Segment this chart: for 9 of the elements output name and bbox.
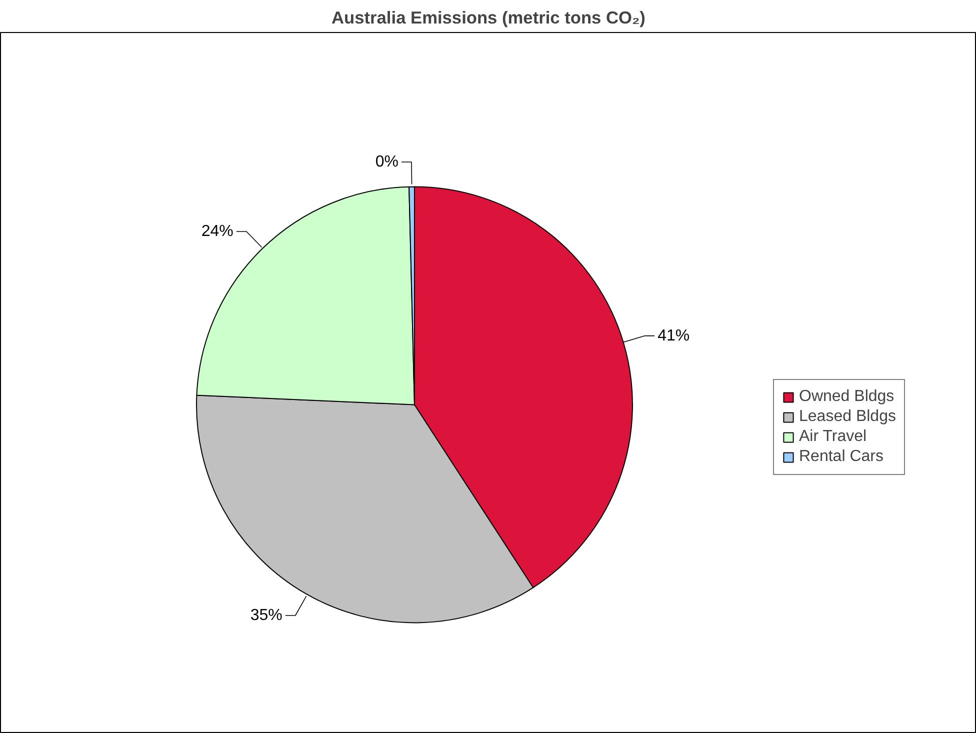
chart-title: Australia Emissions (metric tons CO₂) [332,8,646,28]
data-label: 24% [201,222,234,240]
legend-label: Air Travel [799,428,867,446]
legend-label: Leased Bldgs [799,408,896,426]
legend-label: Owned Bldgs [799,388,894,406]
data-label: 0% [375,153,398,170]
legend-label: Rental Cars [799,448,884,466]
data-label: 41% [658,327,690,344]
data-label: 35% [250,607,282,624]
